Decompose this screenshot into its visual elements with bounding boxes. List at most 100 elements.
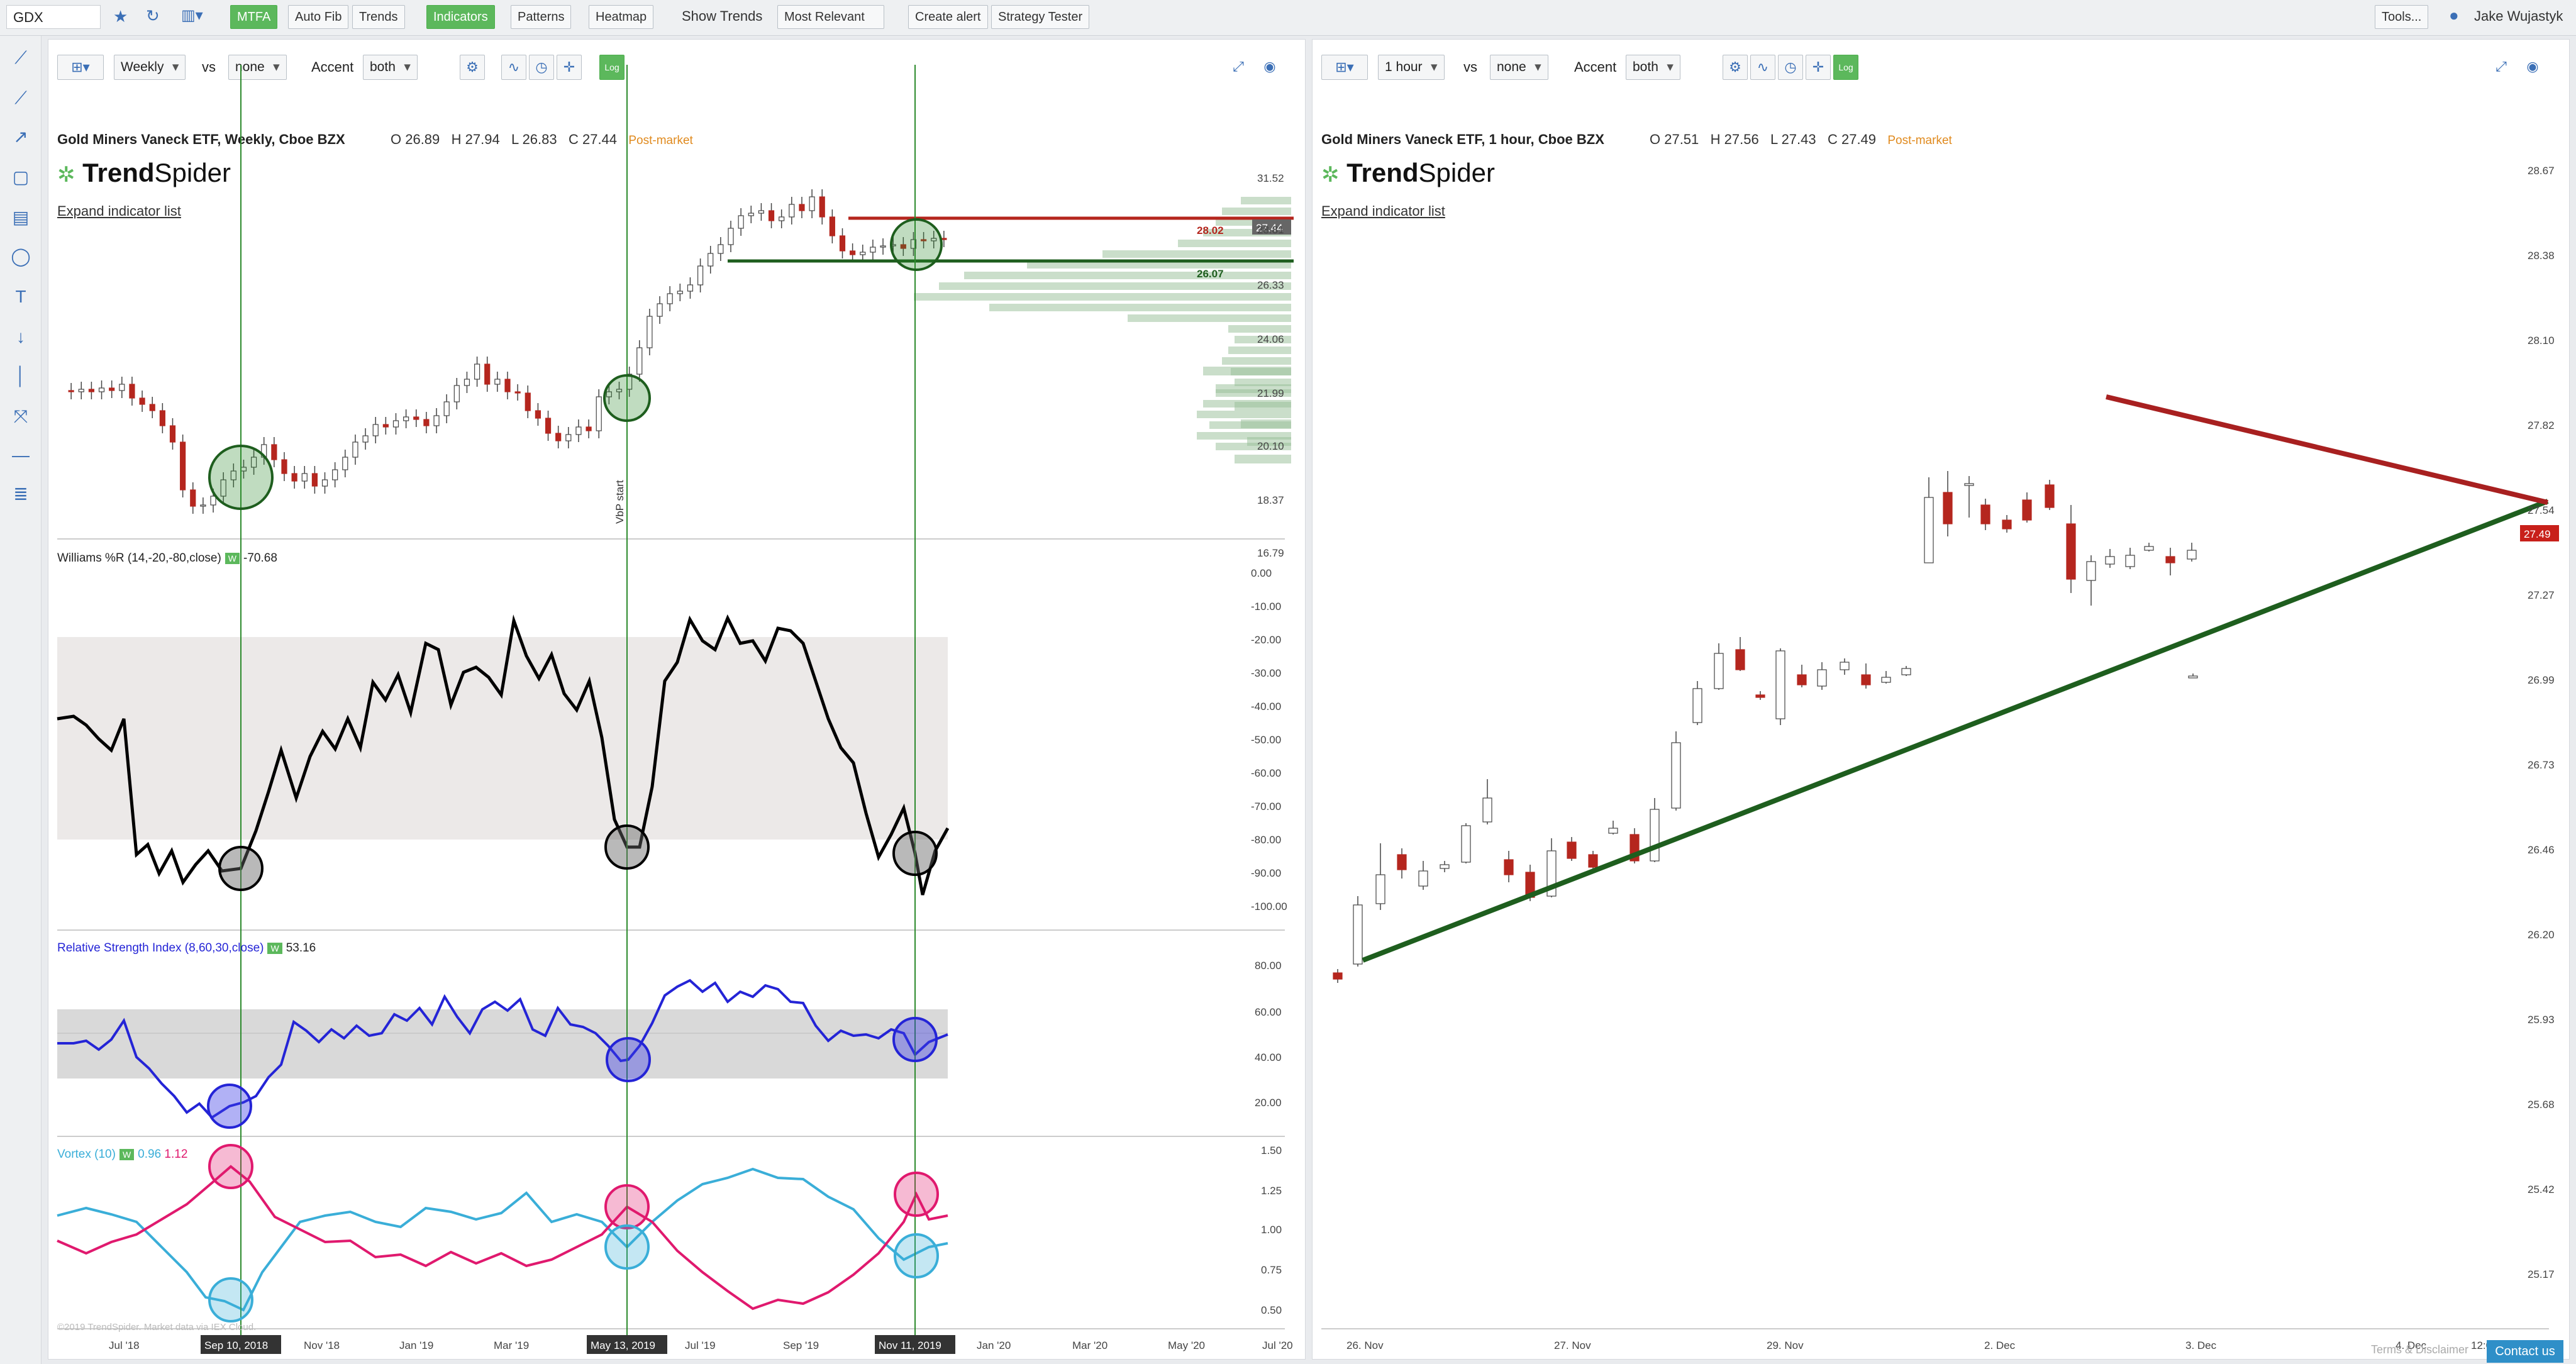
indicator-toggle-icon[interactable]: ∿ [1750, 55, 1775, 80]
candle-body [920, 239, 927, 241]
candle-body [555, 433, 562, 441]
tools-button[interactable]: Tools... [2375, 5, 2429, 29]
symbol-input[interactable]: GDX [6, 5, 101, 29]
candle-body [636, 347, 643, 375]
candle-body [1440, 864, 1450, 869]
volume-profile-bar [1222, 357, 1291, 365]
vortex-minus-circle-2 [604, 1184, 650, 1229]
arrow-tool-icon[interactable]: ↗ [13, 127, 28, 147]
star-icon[interactable]: ★ [113, 7, 128, 26]
candle-body [839, 235, 846, 252]
auto-fib-button[interactable]: Auto Fib [288, 5, 349, 29]
vertical-line-tool-icon[interactable]: │ [15, 366, 26, 385]
candle-body [311, 473, 318, 487]
mtfa-button[interactable]: MTFA [230, 5, 278, 29]
candle-body [2187, 550, 2197, 560]
clock-icon[interactable]: ◷ [1778, 55, 1803, 80]
accent-select[interactable]: both [1626, 55, 1680, 80]
clock-icon[interactable]: ◷ [529, 55, 554, 80]
chart-type-icon[interactable]: ⊞▾ [1321, 55, 1368, 80]
accent-label: Accent [1574, 59, 1617, 75]
relevance-select[interactable]: Most Relevant [777, 5, 884, 29]
candle-body [1840, 662, 1850, 670]
log-scale-toggle[interactable]: Log [599, 55, 625, 80]
candle-body [129, 384, 135, 399]
price-tick-label: 28.10 [2528, 335, 2555, 347]
candle-body [2002, 519, 2012, 530]
expand-indicator-link[interactable]: Expand indicator list [57, 203, 181, 219]
williams-tick-label: -30.00 [1251, 667, 1281, 679]
rsi-tick-label: 80.00 [1255, 960, 1282, 972]
candle-body [504, 379, 511, 392]
candle-body [1504, 859, 1514, 875]
price-tick-label: 24.06 [1257, 333, 1284, 345]
interval-select[interactable]: Weekly [114, 55, 186, 80]
candle-body [870, 247, 876, 253]
indicator-toggle-icon[interactable]: ∿ [501, 55, 526, 80]
accent-select[interactable]: both [363, 55, 418, 80]
measure-tool-icon[interactable]: ⤧ [13, 406, 28, 426]
price-tick-label: 27.27 [2528, 589, 2555, 601]
expand-indicator-link[interactable]: Expand indicator list [1321, 203, 1445, 219]
price-tick-label: 31.52 [1257, 172, 1284, 184]
terms-link[interactable]: Terms & Disclaimer [2371, 1343, 2469, 1356]
ray-tool-icon[interactable]: ⟋ [14, 88, 27, 108]
candle-body [362, 435, 369, 443]
candle-body [1901, 668, 1911, 675]
volume-profile-bar [1178, 240, 1291, 247]
trendspider-logo: ✲ TrendSpider [57, 158, 231, 187]
channel-tool-icon[interactable]: ▤ [12, 208, 30, 227]
candle-body [139, 397, 145, 405]
indicators-button[interactable]: Indicators [426, 5, 495, 29]
candle-body [423, 419, 430, 426]
expand-icon[interactable]: ⤢ [2496, 58, 2507, 74]
rectangle-tool-icon[interactable]: ▢ [12, 167, 30, 187]
compare-select[interactable]: none [1490, 55, 1548, 80]
time-highlight-label: May 13, 2019 [591, 1339, 655, 1351]
candle-body [2188, 675, 2198, 679]
candle-body [860, 252, 866, 255]
strategy-tester-button[interactable]: Strategy Tester [991, 5, 1090, 29]
down-arrow-tool-icon[interactable]: ↓ [16, 327, 25, 347]
compare-select[interactable]: none [228, 55, 287, 80]
williams-value: -70.68 [243, 552, 277, 565]
volume-profile-bar [914, 293, 1291, 301]
patterns-button[interactable]: Patterns [511, 5, 572, 29]
settings-gear-icon[interactable]: ⚙ [460, 55, 485, 80]
trendline-tool-icon[interactable]: ⟋ [14, 48, 27, 67]
camera-icon[interactable]: ◉ [2526, 58, 2539, 74]
rsi-visibility-badge[interactable]: W [267, 943, 282, 954]
candle-body [596, 396, 602, 431]
refresh-icon[interactable]: ↻ [146, 6, 160, 25]
crosshair-icon[interactable]: ✛ [557, 55, 582, 80]
expand-icon[interactable]: ⤢ [1233, 58, 1244, 74]
fib-tool-icon[interactable]: ≣ [13, 484, 28, 504]
vortex-visibility-badge[interactable]: W [119, 1149, 135, 1160]
candle-body [1692, 688, 1702, 723]
crosshair-icon[interactable]: ✛ [1806, 55, 1831, 80]
text-tool-icon[interactable]: T [15, 287, 26, 306]
candle-body [291, 473, 297, 482]
horizontal-line-tool-icon[interactable]: — [12, 445, 30, 465]
contact-us-button[interactable]: Contact us [2487, 1340, 2563, 1363]
user-icon[interactable]: ● [2449, 6, 2459, 25]
heatmap-button[interactable]: Heatmap [589, 5, 654, 29]
weekly-chart-panel: ⊞▾ Weekly vs none Accent both ⚙ ∿ ◷ ✛ Lo… [48, 39, 1306, 1360]
layout-icon[interactable]: ▥▾ [181, 7, 203, 24]
candle-body [190, 489, 196, 507]
drawing-tools-sidebar: ⟋ ⟋ ↗ ▢ ▤ ◯ T ↓ │ ⤧ — ≣ [0, 36, 42, 1364]
volume-profile-bar [1222, 208, 1291, 215]
interval-select[interactable]: 1 hour [1378, 55, 1445, 80]
candle-body [352, 441, 358, 458]
candle-body [443, 401, 450, 416]
log-scale-toggle[interactable]: Log [1833, 55, 1858, 80]
settings-gear-icon[interactable]: ⚙ [1723, 55, 1748, 80]
create-alert-button[interactable]: Create alert [908, 5, 988, 29]
circle-tool-icon[interactable]: ◯ [11, 247, 31, 266]
williams-visibility-badge[interactable]: W [225, 553, 240, 564]
user-name[interactable]: Jake Wujastyk [2474, 8, 2563, 24]
chart-type-icon[interactable]: ⊞▾ [57, 55, 104, 80]
candle-body [2105, 556, 2115, 565]
camera-icon[interactable]: ◉ [1263, 58, 1276, 74]
trends-button[interactable]: Trends [352, 5, 405, 29]
